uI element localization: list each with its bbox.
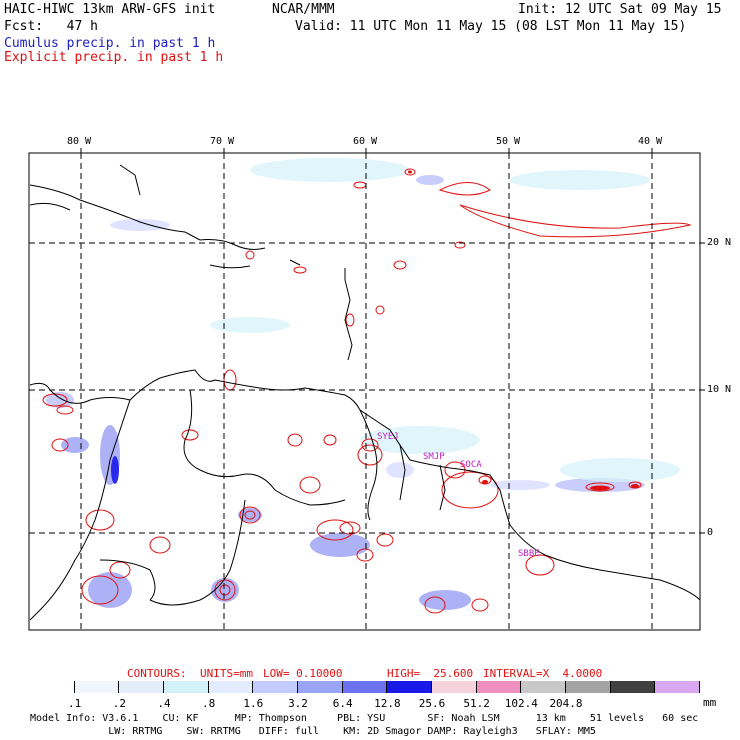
valid-time: Valid: 11 UTC Mon 11 May 15 (08 LST Mon … bbox=[295, 19, 687, 34]
colorbar-tick-label: 6.4 bbox=[332, 697, 353, 710]
station-syej: SYEJ bbox=[377, 432, 399, 442]
colorbar-unit: mm bbox=[703, 696, 717, 709]
station-sbbe: SBBE bbox=[518, 549, 540, 559]
colorbar-tick-label: .2 bbox=[112, 697, 126, 710]
colorbar-swatch bbox=[74, 681, 120, 693]
colorbar-swatch bbox=[164, 681, 209, 693]
footer-physics-info: LW: RRTMG SW: RRTMG DIFF: full KM: 2D Sm… bbox=[30, 726, 596, 737]
colorbar-swatch bbox=[30, 681, 75, 693]
colorbar-tick-label: 25.6 bbox=[418, 697, 446, 710]
lat-label-20n: 20 N bbox=[707, 237, 732, 248]
coastlines bbox=[29, 164, 701, 621]
lon-label-50w: 50 W bbox=[496, 136, 521, 147]
forecast-hour: Fcst: 47 h bbox=[4, 19, 98, 34]
colorbar-swatch bbox=[521, 681, 566, 693]
colorbar-swatch bbox=[432, 681, 477, 693]
map-frame bbox=[28, 152, 701, 631]
colorbar-swatch bbox=[342, 681, 388, 693]
contours-low: LOW= 0.10000 bbox=[263, 667, 343, 680]
colorbar-tick-label: 51.2 bbox=[463, 697, 490, 710]
lat-label-10n: 10 N bbox=[707, 384, 732, 395]
colorbar-tick-label: 12.8 bbox=[374, 697, 401, 710]
colorbar-swatch bbox=[208, 681, 254, 693]
colorbar-swatch bbox=[387, 681, 432, 693]
colorbar-swatch bbox=[119, 681, 164, 693]
colorbar-swatch bbox=[610, 681, 656, 693]
colorbar-tick-label: 1.6 bbox=[243, 697, 264, 710]
colorbar-tick-label: 204.8 bbox=[549, 697, 583, 710]
lat-label-0: 0 bbox=[707, 527, 714, 538]
station-soca: SOCA bbox=[460, 460, 482, 470]
legend-explicit: Explicit precip. in past 1 h bbox=[4, 50, 224, 65]
colorbar-tick-label: .1 bbox=[68, 697, 82, 710]
colorbar-swatch bbox=[253, 681, 298, 693]
init-time: Init: 12 UTC Sat 09 May 15 bbox=[518, 2, 722, 17]
colorbar-swatch bbox=[655, 681, 700, 693]
agency-label: NCAR/MMM bbox=[272, 2, 335, 17]
light-precip-areas bbox=[210, 158, 680, 482]
lon-label-60w: 60 W bbox=[353, 136, 378, 147]
cumulus-precip-areas bbox=[46, 175, 645, 610]
legend-cumulus: Cumulus precip. in past 1 h bbox=[4, 36, 216, 51]
lon-label-80w: 80 W bbox=[67, 136, 92, 147]
lon-label-40w: 40 W bbox=[638, 136, 663, 147]
colorbar-tick-label: .4 bbox=[157, 697, 171, 710]
lat-lon-grid bbox=[29, 153, 700, 630]
contours-units: UNITS=mm bbox=[200, 667, 253, 680]
lon-label-70w: 70 W bbox=[210, 136, 235, 147]
colorbar-swatch bbox=[298, 681, 343, 693]
contours-label: CONTOURS: bbox=[127, 667, 187, 680]
footer-model-info: Model Info: V3.6.1 CU: KF MP: Thompson P… bbox=[30, 713, 699, 724]
colorbar-swatch bbox=[476, 681, 522, 693]
contours-interval: INTERVAL=X 4.0000 bbox=[483, 667, 603, 680]
model-title: HAIC-HIWC 13km ARW-GFS init bbox=[4, 2, 216, 17]
contours-high: HIGH= 25.600 bbox=[387, 667, 474, 680]
colorbar-tick-label: .8 bbox=[202, 697, 216, 710]
station-smjp: SMJP bbox=[423, 452, 445, 462]
colorbar-tick-label: 102.4 bbox=[504, 697, 538, 710]
colorbar-swatch bbox=[566, 681, 611, 693]
explicit-precip-core bbox=[408, 170, 639, 491]
grid-ticks bbox=[80, 148, 705, 534]
colorbar-tick-label: 3.2 bbox=[288, 697, 308, 710]
